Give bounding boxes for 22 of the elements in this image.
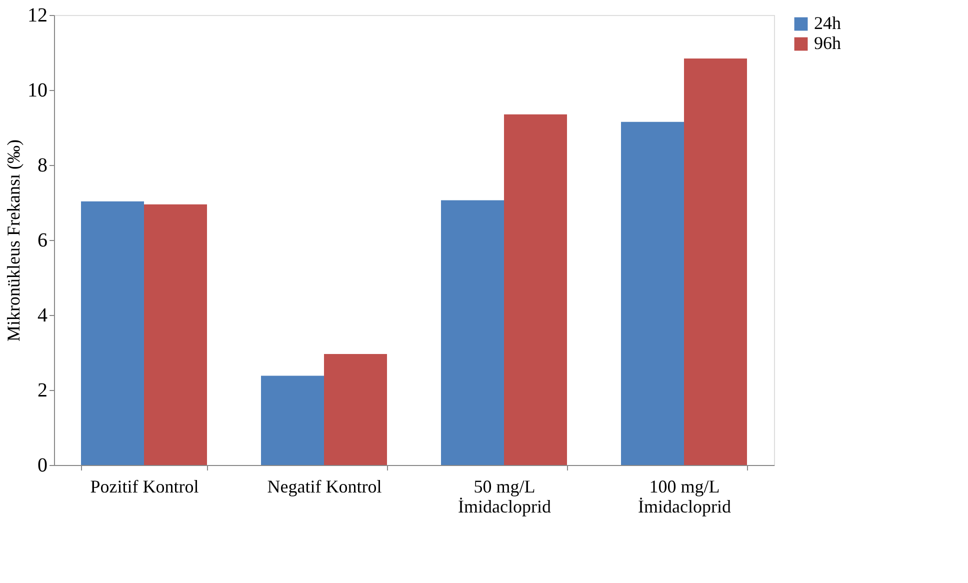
y-tick-label: 4 — [38, 304, 48, 326]
x-tick-label: Pozitif Kontrol — [90, 476, 199, 496]
legend-label: 96h — [814, 33, 841, 53]
bar — [684, 58, 747, 465]
y-tick-label: 10 — [28, 80, 48, 102]
bar — [504, 114, 567, 465]
y-tick-label: 12 — [28, 4, 48, 26]
y-tick-label: 2 — [38, 380, 48, 402]
x-tick-label: 50 mg/L İmidacloprid — [458, 476, 551, 516]
y-tick-label: 8 — [38, 154, 48, 176]
bar — [324, 354, 387, 465]
bar — [144, 204, 207, 465]
bar — [441, 200, 504, 465]
x-tick-label: Negatif Kontrol — [267, 476, 382, 496]
y-tick-label: 6 — [38, 230, 48, 252]
x-tick-label: 100 mg/L İmidacloprid — [638, 476, 731, 516]
bar — [261, 376, 324, 465]
y-axis-title: Mikronükleus Frekansı (‰) — [4, 140, 24, 342]
y-tick-label: 0 — [38, 454, 48, 476]
bar — [621, 122, 684, 465]
bar — [81, 201, 144, 465]
legend-label: 24h — [814, 13, 841, 33]
